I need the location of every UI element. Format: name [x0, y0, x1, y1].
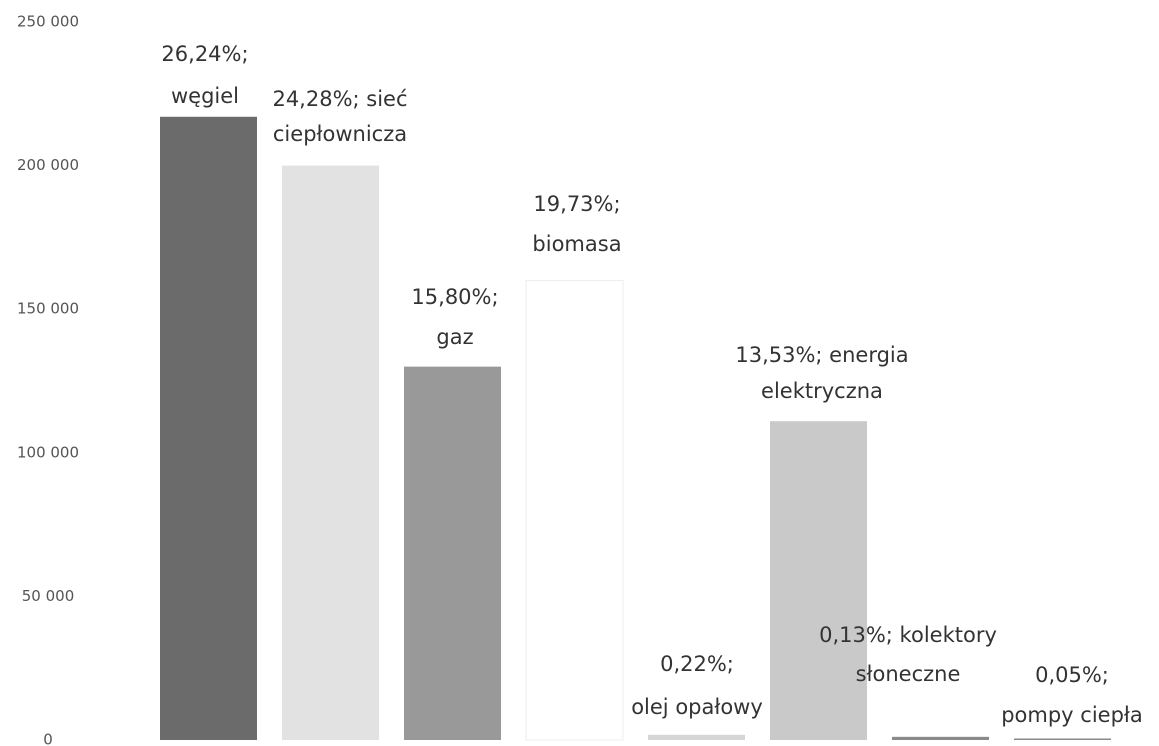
y-tick-label: 200 000 — [17, 156, 79, 174]
data-label: 26,24%; — [161, 42, 248, 66]
data-label: słoneczne — [856, 662, 961, 686]
data-label: 0,13%; kolektory — [819, 623, 997, 647]
bar — [648, 734, 745, 740]
data-label: 0,05%; — [1035, 663, 1109, 687]
data-label: 15,80%; — [411, 285, 498, 309]
data-label: biomasa — [532, 232, 621, 256]
data-label: elektryczna — [761, 379, 883, 403]
y-tick-label: 0 — [43, 731, 53, 746]
data-label: olej opałowy — [631, 695, 763, 719]
data-label: 19,73%; — [533, 192, 620, 216]
data-label: ciepłownicza — [273, 122, 407, 146]
y-tick-label: 250 000 — [17, 13, 79, 31]
bar — [770, 421, 867, 740]
data-label: 0,22%; — [660, 652, 734, 676]
y-tick-label: 150 000 — [17, 300, 79, 318]
bar — [1014, 738, 1111, 740]
bar — [282, 165, 379, 741]
bar — [892, 736, 989, 740]
data-label: pompy ciepła — [1001, 703, 1143, 727]
data-label: 13,53%; energia — [735, 343, 908, 367]
data-label: gaz — [436, 325, 473, 349]
data-label: węgiel — [171, 84, 239, 108]
y-tick-label: 100 000 — [17, 443, 79, 461]
bar — [404, 366, 501, 740]
data-label: 24,28%; sieć — [272, 87, 407, 111]
bar — [160, 116, 257, 740]
bar — [525, 279, 624, 741]
y-tick-label: 50 000 — [22, 587, 75, 605]
